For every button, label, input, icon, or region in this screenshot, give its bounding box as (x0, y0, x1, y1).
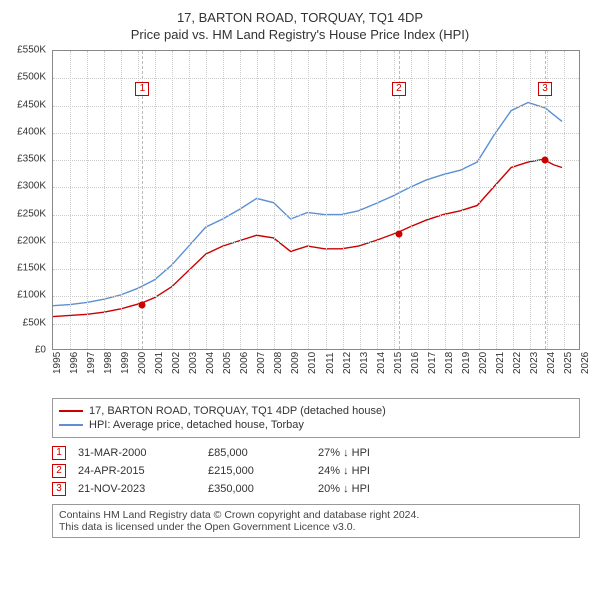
legend-item: 17, BARTON ROAD, TORQUAY, TQ1 4DP (detac… (59, 405, 573, 417)
sales-table: 1 31-MAR-2000 £85,000 27% ↓ HPI 2 24-APR… (52, 444, 580, 498)
y-tick-label: £450K (10, 99, 46, 110)
x-tick-label: 2015 (393, 352, 404, 374)
sale-price: £350,000 (208, 483, 318, 495)
attribution-line: Contains HM Land Registry data © Crown c… (59, 509, 573, 521)
sale-marker-badge: 2 (392, 82, 406, 96)
x-axis: 1995 1996 1997 1998 1999 2000 2001 2002 2003 2004… (52, 352, 580, 390)
x-tick-label: 2016 (410, 352, 421, 374)
chart-title-block: 17, BARTON ROAD, TORQUAY, TQ1 4DP Price … (10, 10, 590, 42)
x-tick-label: 1997 (86, 352, 97, 374)
x-tick-label: 2020 (478, 352, 489, 374)
plot-area: 1 2 3 (52, 50, 580, 350)
x-tick-label: 2004 (205, 352, 216, 374)
x-tick-label: 2012 (342, 352, 353, 374)
attribution-line: This data is licensed under the Open Gov… (59, 521, 573, 533)
x-tick-label: 2022 (512, 352, 523, 374)
x-tick-label: 2008 (273, 352, 284, 374)
x-tick-label: 2021 (495, 352, 506, 374)
y-tick-label: £350K (10, 154, 46, 165)
x-tick-label: 2024 (546, 352, 557, 374)
sale-price: £215,000 (208, 465, 318, 477)
legend: 17, BARTON ROAD, TORQUAY, TQ1 4DP (detac… (52, 398, 580, 438)
sale-badge: 3 (52, 482, 66, 496)
x-tick-label: 2002 (171, 352, 182, 374)
sale-marker-dot (395, 230, 402, 237)
sale-diff: 20% ↓ HPI (318, 483, 408, 495)
y-tick-label: £400K (10, 126, 46, 137)
x-tick-label: 2023 (529, 352, 540, 374)
x-tick-label: 2009 (290, 352, 301, 374)
y-tick-label: £300K (10, 181, 46, 192)
x-tick-label: 2000 (137, 352, 148, 374)
chart-subtitle: Price paid vs. HM Land Registry's House … (10, 27, 590, 42)
sale-badge: 1 (52, 446, 66, 460)
x-tick-label: 2006 (239, 352, 250, 374)
x-tick-label: 2017 (427, 352, 438, 374)
x-tick-label: 1999 (120, 352, 131, 374)
sale-marker-badge: 3 (538, 82, 552, 96)
y-tick-label: £100K (10, 290, 46, 301)
sale-marker-dot (542, 157, 549, 164)
x-tick-label: 2018 (444, 352, 455, 374)
y-tick-label: £250K (10, 208, 46, 219)
x-tick-label: 2013 (359, 352, 370, 374)
sale-diff: 27% ↓ HPI (318, 447, 408, 459)
sale-marker-dot (139, 301, 146, 308)
y-tick-label: £150K (10, 263, 46, 274)
legend-label: HPI: Average price, detached house, Torb… (89, 419, 304, 431)
x-tick-label: 1996 (69, 352, 80, 374)
x-tick-label: 2005 (222, 352, 233, 374)
chart-container: £0 £50K £100K £150K £200K £250K £300K £350K £400… (10, 50, 590, 390)
legend-item: HPI: Average price, detached house, Torb… (59, 419, 573, 431)
y-tick-label: £50K (10, 317, 46, 328)
chart-title: 17, BARTON ROAD, TORQUAY, TQ1 4DP (10, 10, 590, 25)
chart-lines (53, 51, 579, 349)
x-tick-label: 2003 (188, 352, 199, 374)
legend-label: 17, BARTON ROAD, TORQUAY, TQ1 4DP (detac… (89, 405, 386, 417)
y-tick-label: £550K (10, 45, 46, 56)
x-tick-label: 2011 (325, 352, 336, 374)
sale-price: £85,000 (208, 447, 318, 459)
legend-swatch (59, 424, 83, 426)
table-row: 1 31-MAR-2000 £85,000 27% ↓ HPI (52, 444, 580, 462)
x-tick-label: 2026 (580, 352, 591, 374)
y-tick-label: £500K (10, 72, 46, 83)
sale-date: 31-MAR-2000 (78, 447, 208, 459)
sale-diff: 24% ↓ HPI (318, 465, 408, 477)
table-row: 2 24-APR-2015 £215,000 24% ↓ HPI (52, 462, 580, 480)
sale-date: 24-APR-2015 (78, 465, 208, 477)
table-row: 3 21-NOV-2023 £350,000 20% ↓ HPI (52, 480, 580, 498)
x-tick-label: 2025 (563, 352, 574, 374)
sale-date: 21-NOV-2023 (78, 483, 208, 495)
x-tick-label: 2010 (307, 352, 318, 374)
sale-marker-badge: 1 (135, 82, 149, 96)
x-tick-label: 2007 (256, 352, 267, 374)
x-tick-label: 1998 (103, 352, 114, 374)
x-tick-label: 2001 (154, 352, 165, 374)
y-tick-label: £0 (10, 345, 46, 356)
x-tick-label: 1995 (52, 352, 63, 374)
x-tick-label: 2019 (461, 352, 472, 374)
sale-badge: 2 (52, 464, 66, 478)
x-tick-label: 2014 (376, 352, 387, 374)
attribution: Contains HM Land Registry data © Crown c… (52, 504, 580, 538)
y-axis: £0£50K£100K£150K£200K£250K£300K£350K£400… (10, 50, 48, 350)
legend-swatch (59, 410, 83, 412)
y-tick-label: £200K (10, 235, 46, 246)
